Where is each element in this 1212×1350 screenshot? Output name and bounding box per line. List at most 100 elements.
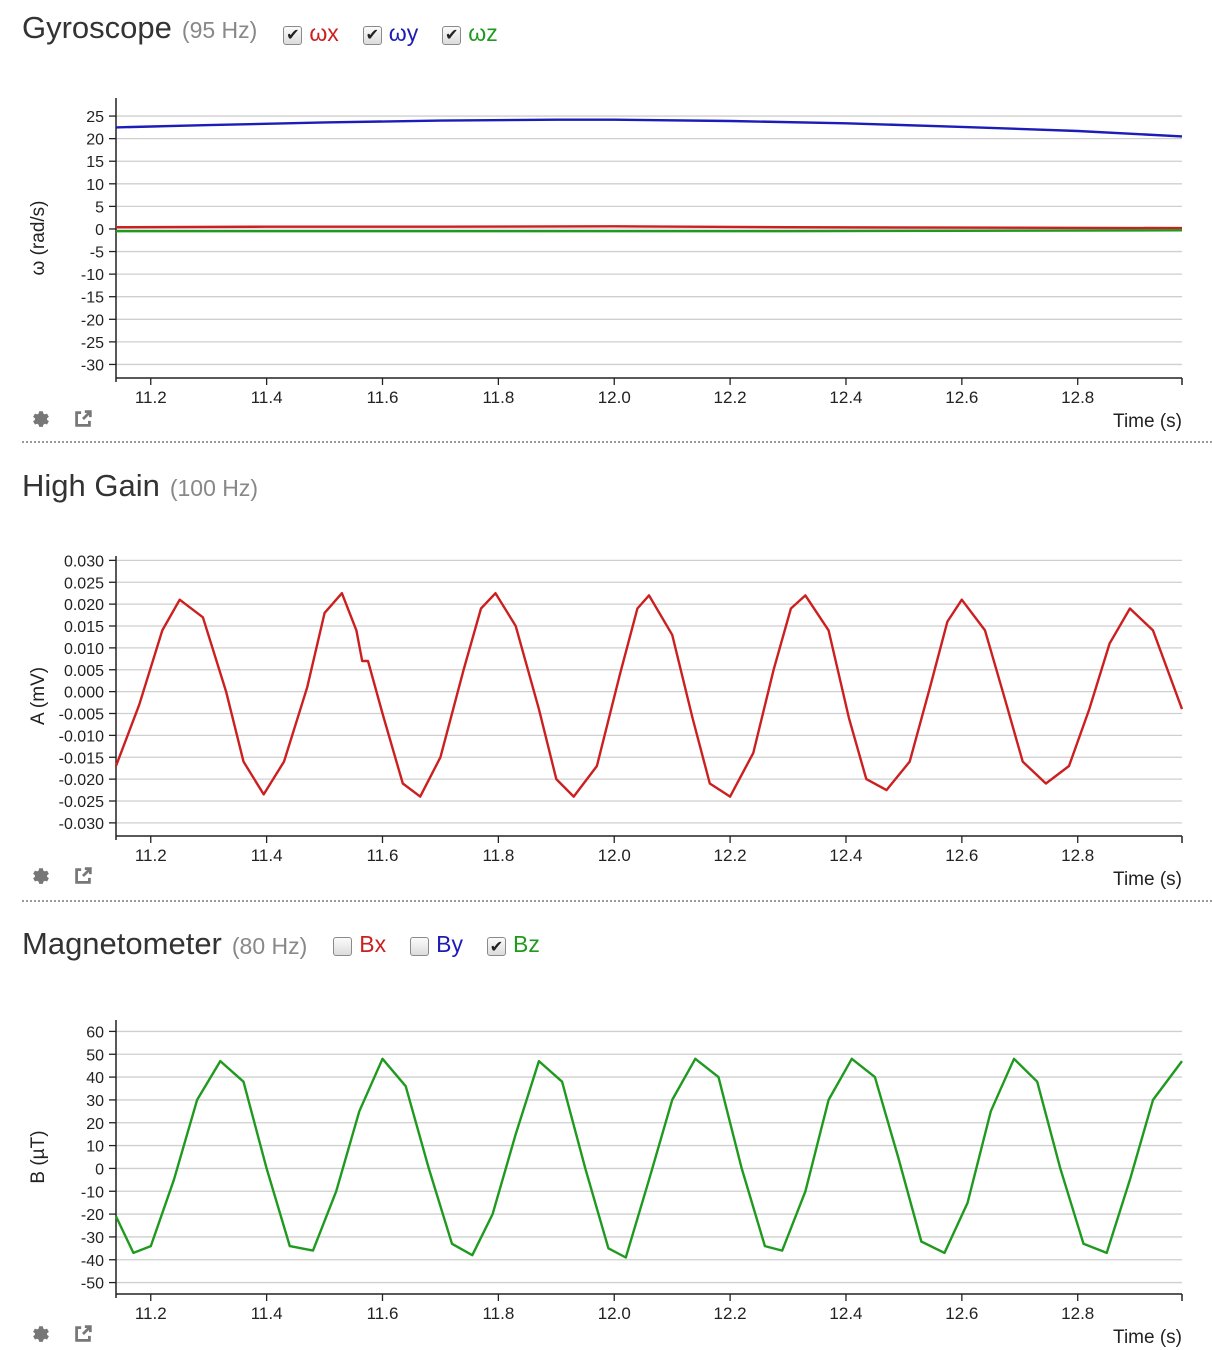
y-tick-label: 0.015 xyxy=(64,619,104,636)
x-tick-label: 12.0 xyxy=(598,1304,631,1323)
magnetometer-chart[interactable]: 60 50 40 30 20 10 0 -10 -20 -30 -40 -50 11.2 11.4 11.6… xyxy=(0,916,1212,1350)
panel-header: Magnetometer (80 Hz) Bx By ✔ Bz xyxy=(22,926,564,966)
legend-label-wy: ωy xyxy=(388,19,419,46)
y-tick-label: 20 xyxy=(86,132,104,149)
checkbox-wy[interactable]: ✔ xyxy=(362,25,382,45)
checkmark-icon: ✔ xyxy=(489,936,504,956)
y-axis-label: A (mV) xyxy=(28,667,49,725)
x-axis-label: Time (s) xyxy=(1113,411,1182,432)
panel-header: Gyroscope (95 Hz) ✔ ωx ✔ ωy ✔ ωz xyxy=(22,10,522,50)
x-tick-label: 12.2 xyxy=(714,846,747,865)
checkbox-bx[interactable] xyxy=(333,937,353,956)
y-tick-label: -0.010 xyxy=(59,728,104,745)
x-tick-label: 12.6 xyxy=(945,1304,978,1323)
y-tick-label: -0.005 xyxy=(59,707,104,724)
checkbox-wz[interactable]: ✔ xyxy=(442,25,462,45)
y-tick-label: 0.025 xyxy=(64,575,104,592)
sample-rate: (80 Hz) xyxy=(231,933,308,959)
external-link-icon[interactable] xyxy=(70,1321,96,1347)
x-tick-label: 12.0 xyxy=(598,846,631,865)
x-axis-label: Time (s) xyxy=(1113,1327,1182,1348)
x-tick-label: 11.2 xyxy=(135,388,167,407)
checkbox-bz[interactable]: ✔ xyxy=(486,936,506,956)
x-tick-label: 12.8 xyxy=(1061,1304,1094,1323)
legend-toggle-wy[interactable]: ✔ ωy xyxy=(362,19,419,47)
x-tick-label: 11.8 xyxy=(482,388,514,407)
legend-toggle-bx[interactable]: Bx xyxy=(333,931,386,958)
x-tick-label: 12.4 xyxy=(829,846,862,865)
y-tick-label: -10 xyxy=(81,267,104,284)
legend-label-wz: ωz xyxy=(468,19,498,46)
x-tick-label: 12.8 xyxy=(1061,388,1094,407)
y-tick-label: 30 xyxy=(86,1093,104,1110)
y-tick-label: 0 xyxy=(95,222,104,239)
x-tick-label: 11.4 xyxy=(251,846,283,865)
legend-label-bx: Bx xyxy=(359,931,387,957)
y-tick-label: -30 xyxy=(81,1230,104,1247)
y-tick-label: -20 xyxy=(81,1207,104,1224)
y-tick-label: 0.005 xyxy=(64,663,104,680)
y-tick-label: -30 xyxy=(81,357,104,374)
legend-toggle-wz[interactable]: ✔ ωz xyxy=(442,19,498,47)
y-tick-label: 25 xyxy=(86,109,104,126)
x-tick-label: 11.4 xyxy=(251,1304,283,1323)
legend-toggle-wx[interactable]: ✔ ωx xyxy=(283,20,339,47)
legend-toggle-bz[interactable]: ✔ Bz xyxy=(486,931,540,958)
checkmark-icon: ✔ xyxy=(445,25,459,44)
x-tick-label: 11.2 xyxy=(135,846,167,865)
gyroscope-chart[interactable]: 25 20 15 10 5 0 -5 -10 -15 -20 -25 -30 11.2 11.4 11.6 1… xyxy=(0,0,1212,445)
external-link-icon[interactable] xyxy=(70,863,96,889)
y-tick-label: -10 xyxy=(81,1184,104,1201)
sample-rate: (95 Hz) xyxy=(181,17,258,43)
y-tick-label: -50 xyxy=(81,1276,104,1293)
x-tick-label: 11.6 xyxy=(367,846,399,865)
magnetometer-panel: Magnetometer (80 Hz) Bx By ✔ Bz 60 50 40 30… xyxy=(0,916,1212,1350)
y-tick-label: -0.020 xyxy=(59,772,104,789)
y-tick-label: -20 xyxy=(81,312,104,329)
gear-icon[interactable] xyxy=(28,863,54,889)
y-tick-label: 60 xyxy=(86,1024,104,1041)
external-link-icon[interactable] xyxy=(70,406,96,432)
series-line xyxy=(115,118,1183,138)
y-tick-label: 0.020 xyxy=(64,597,104,614)
x-tick-label: 11.8 xyxy=(482,1304,514,1323)
y-tick-label: 5 xyxy=(95,199,104,216)
gyroscope-panel: Gyroscope (95 Hz) ✔ ωx ✔ ωy ✔ ωz 25 20 15 1… xyxy=(0,0,1212,445)
y-axis-label: B (µT) xyxy=(28,1130,49,1183)
y-tick-label: 0.000 xyxy=(64,685,104,702)
series-line xyxy=(114,1057,1183,1259)
y-tick-label: -0.030 xyxy=(59,816,104,833)
y-tick-label: 0.010 xyxy=(64,641,104,658)
checkmark-icon: ✔ xyxy=(365,25,379,44)
high-gain-chart[interactable]: 0.030 0.025 0.020 0.015 0.010 0.005 0.000 -0.00… xyxy=(0,458,1212,903)
y-tick-label: 15 xyxy=(86,154,104,171)
y-tick-label: -40 xyxy=(81,1253,104,1270)
x-tick-label: 12.6 xyxy=(945,846,978,865)
x-tick-label: 11.2 xyxy=(135,1304,167,1323)
panel-title: Magnetometer xyxy=(22,926,222,961)
gear-icon[interactable] xyxy=(28,406,54,432)
y-tick-label: 10 xyxy=(86,177,104,194)
panel-title: Gyroscope xyxy=(22,10,172,45)
y-tick-label: -15 xyxy=(81,290,104,307)
chart-tools xyxy=(28,863,112,889)
x-tick-label: 12.2 xyxy=(714,1304,747,1323)
x-tick-label: 12.2 xyxy=(714,388,747,407)
checkbox-by[interactable] xyxy=(410,937,430,956)
legend-toggle-by[interactable]: By xyxy=(410,931,463,958)
sample-rate: (100 Hz) xyxy=(169,475,259,501)
series-legend: Bx By ✔ Bz xyxy=(333,931,564,958)
y-tick-label: 40 xyxy=(86,1070,104,1087)
x-tick-label: 12.4 xyxy=(829,1304,862,1323)
checkbox-wx[interactable]: ✔ xyxy=(283,25,303,45)
x-tick-label: 12.8 xyxy=(1061,846,1094,865)
series-line xyxy=(114,591,1184,798)
x-tick-label: 11.6 xyxy=(367,1304,399,1323)
series-legend: ✔ ωx ✔ ωy ✔ ωz xyxy=(283,20,521,47)
chart-tools xyxy=(28,1321,112,1347)
y-tick-label: -5 xyxy=(90,245,104,262)
gear-icon[interactable] xyxy=(28,1321,54,1347)
y-tick-label: 20 xyxy=(86,1116,104,1133)
y-tick-label: 0.030 xyxy=(64,553,104,570)
y-tick-label: 10 xyxy=(86,1139,104,1156)
